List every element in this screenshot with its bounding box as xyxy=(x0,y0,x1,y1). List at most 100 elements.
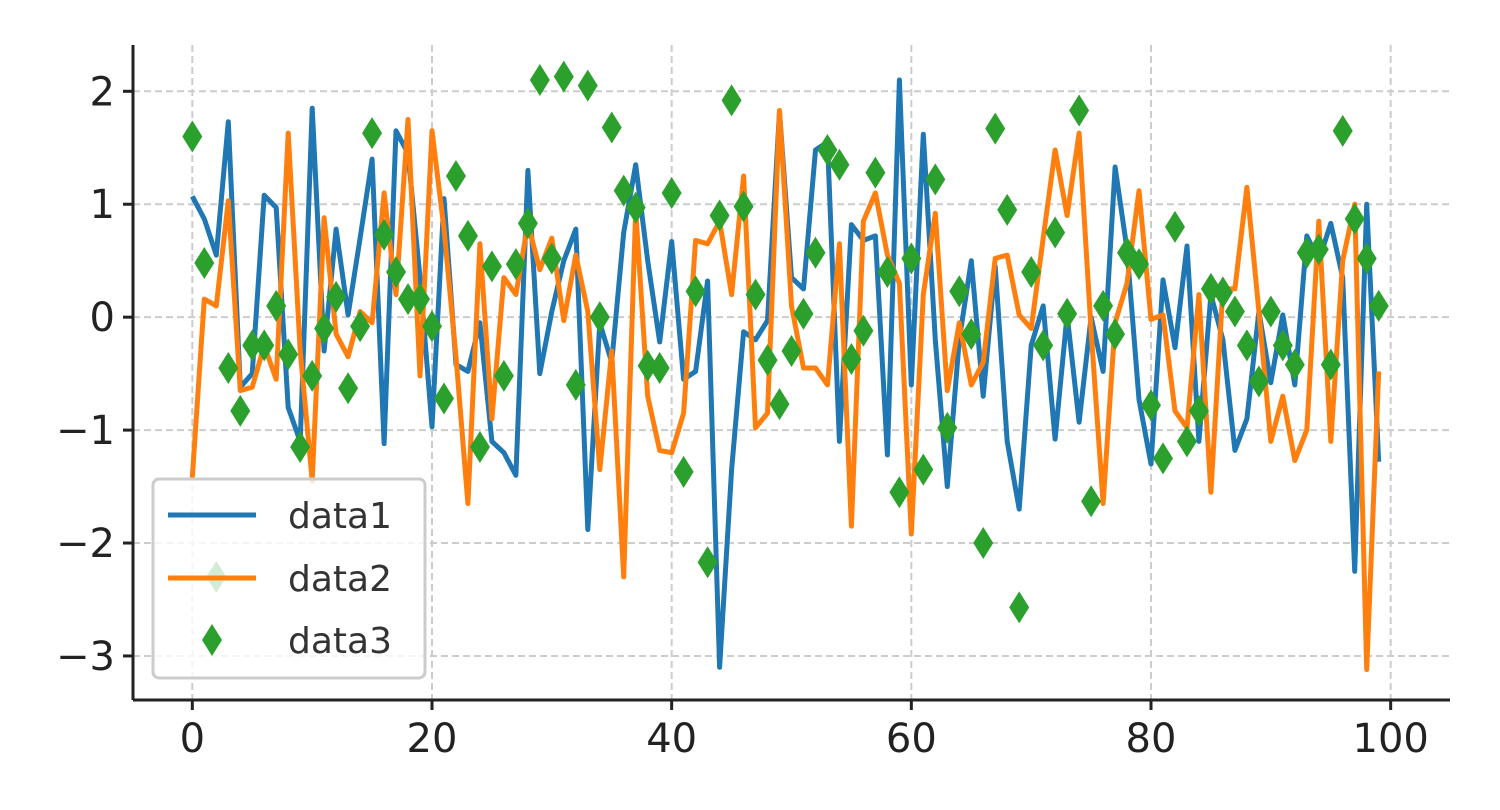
data-point-data3 xyxy=(230,394,251,427)
data-point-data3 xyxy=(709,199,730,232)
data-point-data3 xyxy=(338,372,359,405)
data-point-data3 xyxy=(649,351,670,384)
data-point-data3 xyxy=(853,314,874,347)
data-point-data3 xyxy=(1141,389,1162,422)
x-tick-label: 80 xyxy=(1126,716,1177,762)
data-point-data3 xyxy=(481,250,502,283)
data-point-data3 xyxy=(374,218,395,251)
legend-swatch-data3 xyxy=(202,624,222,656)
data-point-data3 xyxy=(997,193,1018,226)
axes: 0 20 40 60 80 100 2 1 0 −1 −2 −3 xyxy=(56,45,1450,762)
data-point-data3 xyxy=(721,84,742,117)
data-point-data3 xyxy=(529,64,550,97)
data-point-data3 xyxy=(1368,289,1389,322)
y-tick-label: 1 xyxy=(90,182,115,228)
data-point-data3 xyxy=(637,349,658,382)
series-line-data2 xyxy=(189,108,1382,672)
data-point-data3 xyxy=(889,476,910,509)
data-point-data3 xyxy=(505,248,526,281)
data-point-data3 xyxy=(1320,348,1341,381)
data-point-data3 xyxy=(661,176,682,209)
x-tick-label: 40 xyxy=(646,716,697,762)
data-point-data3 xyxy=(386,255,407,288)
data-point-data3 xyxy=(326,280,347,313)
data-point-data3 xyxy=(1308,233,1329,266)
data-point-data3 xyxy=(841,342,862,375)
data-point-data3 xyxy=(793,297,814,330)
data-point-data3 xyxy=(314,312,335,345)
legend-box xyxy=(151,477,427,680)
data-point-data3 xyxy=(1188,394,1209,427)
data-point-data3 xyxy=(553,60,574,93)
data-point-data3 xyxy=(302,359,323,392)
data-point-data3 xyxy=(601,111,622,144)
data-point-data3 xyxy=(218,351,239,384)
data-point-data3 xyxy=(410,283,431,316)
y-tick-label: −2 xyxy=(56,521,115,567)
data-point-data3 xyxy=(745,278,766,311)
data-point-data3 xyxy=(254,329,275,362)
data-point-data3 xyxy=(1009,591,1030,624)
data-point-data3 xyxy=(565,368,586,401)
data-point-data3 xyxy=(1081,485,1102,518)
data-point-data3 xyxy=(829,148,850,181)
x-tick-label: 20 xyxy=(407,716,458,762)
data-point-data3 xyxy=(1033,329,1054,362)
data-point-data3 xyxy=(985,112,1006,145)
data-point-data3 xyxy=(1260,295,1281,328)
data-point-data3 xyxy=(817,134,838,167)
data-point-data3 xyxy=(589,301,610,334)
data-point-data3 xyxy=(961,318,982,351)
data-point-data3 xyxy=(769,388,790,421)
data-point-data3 xyxy=(577,69,598,102)
data-point-data3 xyxy=(493,359,514,392)
data-point-data3 xyxy=(1045,216,1066,249)
data-point-data3 xyxy=(1021,255,1042,288)
data-point-data3 xyxy=(182,120,203,153)
legend-label-data3: data3 xyxy=(288,621,392,662)
data-point-data3 xyxy=(865,156,886,189)
x-tick-label: 100 xyxy=(1353,716,1429,762)
data-point-data3 xyxy=(433,382,454,415)
data-point-data3 xyxy=(913,453,934,486)
data-point-data3 xyxy=(757,344,778,377)
data-point-data3 xyxy=(733,190,754,223)
data-point-data3 xyxy=(901,242,922,275)
data-point-data3 xyxy=(1212,276,1233,309)
data-point-data3 xyxy=(625,191,646,224)
data-point-data3 xyxy=(613,174,634,207)
data-point-data3 xyxy=(781,335,802,368)
data-point-data3 xyxy=(398,283,419,316)
data-point-data3 xyxy=(350,310,371,343)
data-point-data3 xyxy=(673,455,694,488)
y-tick-label: −1 xyxy=(56,408,115,454)
data-point-data3 xyxy=(1069,94,1090,127)
legend: data1 data2 data3 xyxy=(151,477,427,680)
data-point-data3 xyxy=(805,236,826,269)
data-point-data3 xyxy=(1248,365,1269,398)
data-point-data3 xyxy=(1129,248,1150,281)
data-point-data3 xyxy=(1272,329,1293,362)
data-point-data3 xyxy=(1105,318,1126,351)
y-tick-label: 2 xyxy=(90,69,115,115)
x-tick-label: 0 xyxy=(180,716,205,762)
data-point-data3 xyxy=(194,246,215,279)
y-tick-label: −3 xyxy=(56,634,115,680)
data-point-data3 xyxy=(1284,348,1305,381)
plot-area xyxy=(182,60,1389,672)
legend-label-data1: data1 xyxy=(288,496,392,537)
data-point-data3 xyxy=(242,329,263,362)
data-point-data3 xyxy=(445,160,466,192)
legend-label-data2: data2 xyxy=(288,559,392,600)
data-point-data3 xyxy=(937,411,958,444)
data-point-data3 xyxy=(457,219,478,252)
y-tick-label: 0 xyxy=(90,295,115,341)
data-point-data3 xyxy=(541,242,562,275)
data-point-data3 xyxy=(697,546,718,579)
data-point-data3 xyxy=(1176,425,1197,458)
data-point-data3 xyxy=(517,207,538,240)
data-point-data3 xyxy=(1332,114,1353,147)
data-point-data3 xyxy=(685,275,706,308)
data-point-data3 xyxy=(1224,295,1245,328)
